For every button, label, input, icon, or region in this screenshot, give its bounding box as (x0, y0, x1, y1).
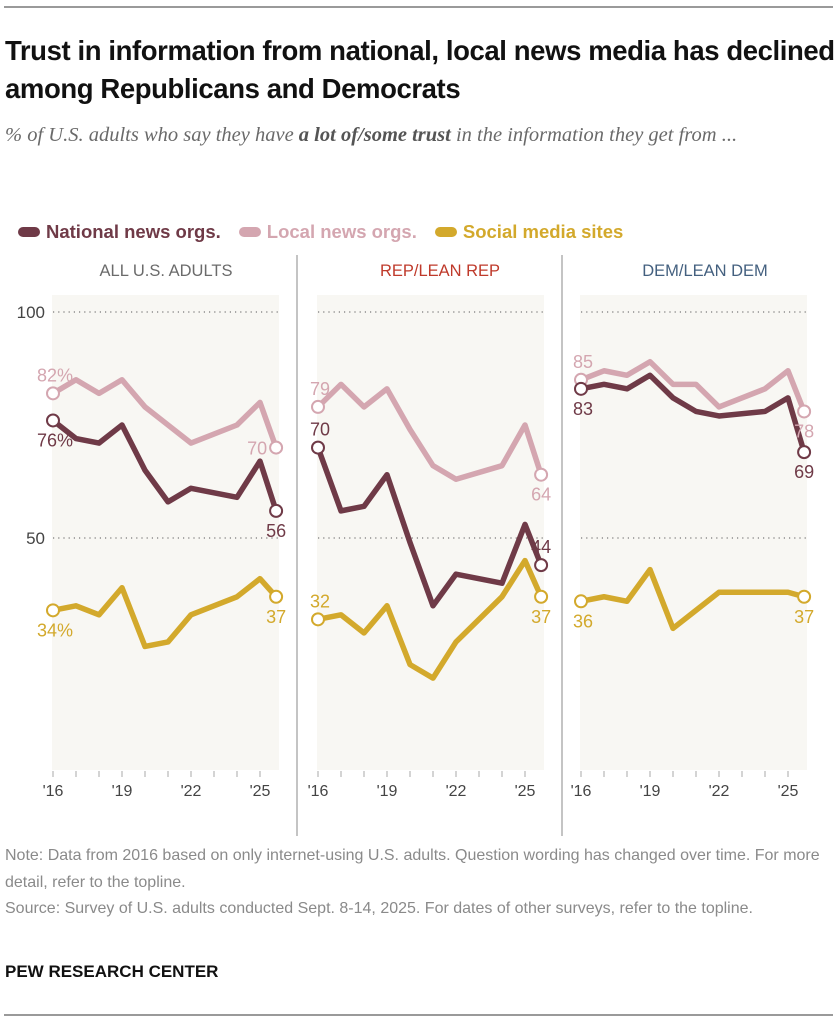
data-label-social: 36 (573, 611, 593, 631)
brand-logo-text: PEW RESEARCH CENTER (5, 962, 219, 981)
legend-item-social: Social media sites (434, 221, 624, 243)
legend-label: Local news orgs. (266, 221, 417, 242)
legend: National news orgs. Local news orgs. Soc… (18, 221, 623, 243)
x-tick-label: '25 (778, 783, 799, 800)
y-tick-label: 50 (26, 529, 45, 548)
legend-label: National news orgs. (46, 221, 221, 242)
subtitle-emphasis: a lot of/some trust (298, 124, 451, 146)
data-label-social: 32 (310, 591, 330, 611)
y-tick-label: 100 (17, 303, 45, 322)
data-point-national (534, 558, 549, 573)
data-label-social: 34% (37, 620, 73, 640)
panel-background (52, 295, 279, 770)
panel-title-all: ALL U.S. ADULTS (99, 262, 233, 280)
note-text: Note: Data from 2016 based on only inter… (5, 847, 820, 891)
panel-background (580, 295, 807, 770)
legend-item-local: Local news orgs. (238, 221, 417, 243)
data-label-national: 76% (37, 430, 73, 450)
x-tick-label: '19 (112, 783, 133, 800)
data-point-social (311, 612, 325, 627)
series-line-social (580, 566, 805, 632)
subtitle-text: % of U.S. adults who say they have (5, 124, 299, 146)
data-label-local: 85 (573, 352, 593, 372)
data-label-national: 83 (573, 399, 593, 419)
series-line-social (317, 557, 544, 681)
data-point-national (269, 503, 284, 518)
line-chart: 100 50 '16 '19 '22 '25 34% 37 82% 70 76% 56 '16 '19 '2… (17, 255, 814, 836)
x-tick-label: '22 (181, 783, 202, 800)
data-label-social: 37 (266, 607, 286, 627)
notes: Note: Data from 2016 based on only inter… (5, 843, 830, 923)
panel-title-dem: DEM/LEAN DEM (642, 262, 768, 280)
data-point-local (269, 440, 284, 455)
series-line-national (315, 446, 544, 609)
data-label-local: 78 (794, 421, 814, 441)
x-tick-label: '16 (571, 783, 592, 800)
data-point-local (797, 404, 812, 419)
x-tick-label: '16 (43, 783, 64, 800)
series-line-local (579, 358, 807, 413)
data-label-local: 82% (37, 365, 73, 385)
series-line-local (316, 381, 544, 482)
data-point-social (534, 589, 549, 604)
legend-swatch (18, 227, 40, 237)
series-line-local (51, 377, 279, 449)
data-label-local: 70 (247, 439, 267, 459)
data-label-national: 56 (266, 521, 286, 541)
series-line-national (51, 418, 279, 512)
series-line-social (52, 575, 279, 650)
data-point-social (797, 589, 812, 604)
source-text: Source: Survey of U.S. adults conducted … (5, 900, 753, 917)
subtitle-text-end: in the information they get from ... (450, 124, 738, 146)
data-point-local (534, 467, 549, 482)
legend-label: Social media sites (462, 221, 624, 242)
panel-title-rep: REP/LEAN REP (379, 262, 501, 280)
x-tick-label: '22 (709, 783, 730, 800)
data-point-social (46, 603, 60, 618)
data-point-social (574, 594, 588, 609)
legend-swatch (238, 227, 261, 237)
x-tick-label: '22 (446, 783, 467, 800)
data-label-national: 70 (310, 420, 330, 440)
data-point-national (46, 413, 60, 428)
data-point-social (269, 589, 284, 604)
legend-swatch (434, 227, 457, 237)
data-label-local: 79 (310, 379, 330, 399)
data-label-local: 64 (531, 485, 551, 505)
x-tick-label: '16 (308, 783, 329, 800)
data-label-national: 69 (794, 462, 814, 482)
legend-item-national: National news orgs. (18, 221, 221, 243)
x-tick-label: '25 (515, 783, 536, 800)
data-label-national: 44 (531, 537, 551, 557)
data-point-national (574, 381, 588, 396)
x-tick-label: '19 (377, 783, 398, 800)
x-tick-label: '19 (640, 783, 661, 800)
top-rule (4, 6, 833, 8)
data-point-local (311, 399, 325, 414)
series-line-national (580, 372, 807, 453)
x-tick-label: '25 (250, 783, 271, 800)
data-label-social: 37 (531, 607, 551, 627)
data-point-national (311, 440, 325, 455)
chart-title: Trust in information from national, loca… (5, 35, 835, 104)
bottom-rule (4, 1014, 833, 1016)
panel-background (317, 295, 544, 770)
data-point-local (46, 386, 60, 401)
data-label-social: 37 (794, 607, 814, 627)
data-point-national (797, 445, 812, 460)
chart-subtitle: % of U.S. adults who say they have a lot… (5, 120, 835, 150)
